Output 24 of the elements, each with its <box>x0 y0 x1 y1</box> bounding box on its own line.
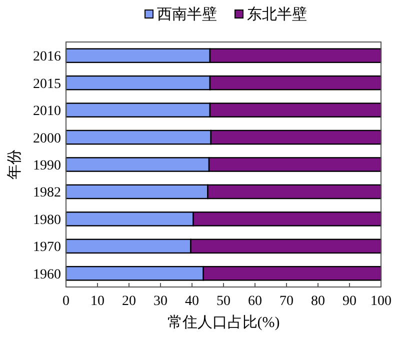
y-tick-label: 1982 <box>33 186 61 201</box>
x-tick-label: 100 <box>370 294 392 309</box>
y-tick-label: 2015 <box>33 76 61 92</box>
y-tick-label: 2016 <box>33 50 61 65</box>
y-tick-label: 1960 <box>33 267 61 282</box>
y-tick-label: 1970 <box>33 240 61 256</box>
x-tick-label: 80 <box>311 294 325 309</box>
x-tick-label: 70 <box>280 294 294 309</box>
x-tick-label: 60 <box>248 294 262 309</box>
x-tick-label: 40 <box>185 294 199 309</box>
x-tick-label: 50 <box>216 294 230 309</box>
y-tick-label: 1980 <box>33 212 61 228</box>
y-tick-label: 1990 <box>33 158 61 174</box>
y-tick-label: 2010 <box>33 104 61 120</box>
x-tick-label: 10 <box>90 294 104 309</box>
x-tick-label: 30 <box>154 294 168 309</box>
x-axis-title: 常住人口占比(%) <box>167 314 280 331</box>
legend-label: 东北半壁 <box>247 6 307 23</box>
x-tick-label: 90 <box>342 294 356 309</box>
legend-label: 西南半壁 <box>157 6 217 23</box>
x-tick-label: 20 <box>122 294 136 309</box>
y-tick-label: 2000 <box>33 131 61 146</box>
y-axis-title: 年份 <box>6 150 23 180</box>
x-tick-label: 0 <box>62 294 70 309</box>
